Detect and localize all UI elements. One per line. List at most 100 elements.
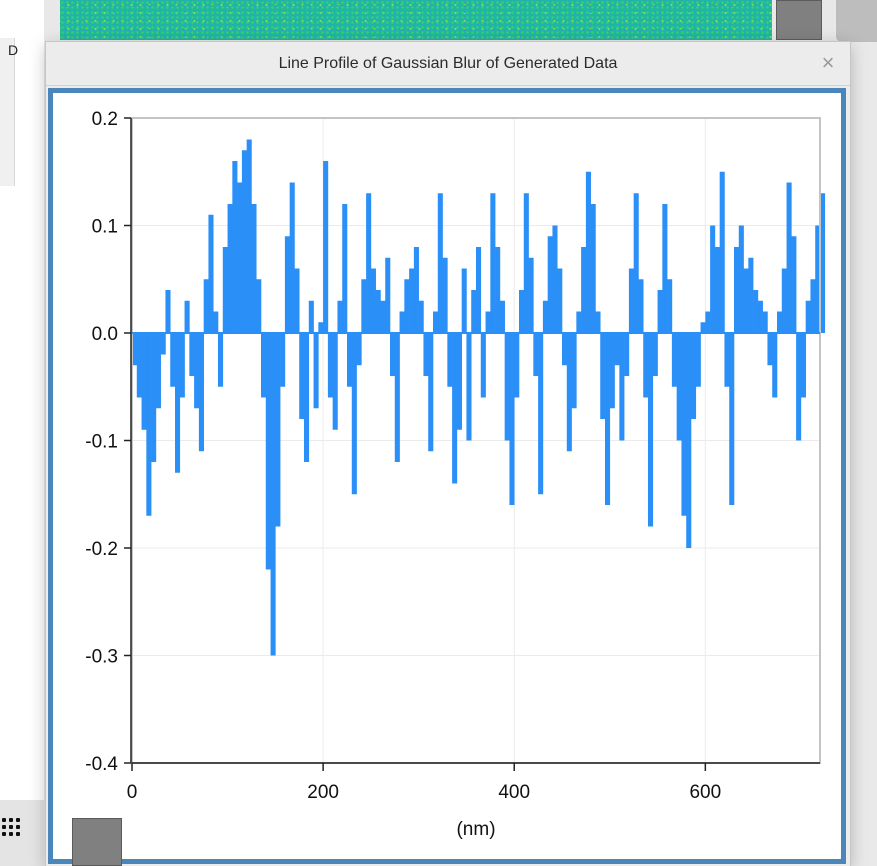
bar <box>676 333 682 441</box>
bar <box>619 333 625 441</box>
x-tick-label: 0 <box>127 782 138 803</box>
bar <box>208 214 214 333</box>
bar <box>413 247 419 333</box>
bar <box>657 290 663 333</box>
bar <box>671 333 677 387</box>
color-swatch-button[interactable] <box>72 818 122 866</box>
y-tick-label: 0.2 <box>92 109 118 130</box>
bar <box>681 333 687 516</box>
plot-frame[interactable]: 0.2 0.1 0.0 -0.1 -0.2 -0.3 -0.4 0 200 400 600 (nm… <box>48 88 846 864</box>
bar <box>327 333 333 398</box>
bar <box>136 333 142 398</box>
bar <box>275 333 281 527</box>
bar <box>409 268 415 333</box>
bar <box>791 236 797 333</box>
line-profile-window[interactable]: Line Profile of Gaussian Blur of Generat… <box>46 42 850 866</box>
bar <box>318 322 324 333</box>
generated-data-image[interactable] <box>60 0 772 40</box>
bar <box>638 279 644 333</box>
bar <box>519 290 525 333</box>
y-tick-label: 0.0 <box>92 324 118 345</box>
y-tick-labels: 0.2 0.1 0.0 -0.1 -0.2 -0.3 -0.4 <box>85 109 131 775</box>
y-tick-label: -0.2 <box>85 539 118 560</box>
bar <box>686 333 692 548</box>
bar <box>385 257 391 333</box>
bar <box>643 333 649 398</box>
bar <box>815 225 821 333</box>
bar <box>347 333 353 387</box>
background-right-control[interactable] <box>836 0 877 42</box>
bar <box>576 311 582 333</box>
bar <box>246 139 252 333</box>
x-tick-label: 600 <box>689 782 721 803</box>
bar <box>509 333 515 505</box>
bar <box>810 279 816 333</box>
bar <box>356 333 362 366</box>
bar <box>724 333 730 387</box>
bar <box>796 333 802 441</box>
bar <box>251 204 257 333</box>
bar <box>609 333 615 409</box>
image-thumbnail[interactable] <box>776 0 822 40</box>
bar <box>485 311 491 333</box>
window-title: Line Profile of Gaussian Blur of Generat… <box>278 55 618 72</box>
bar <box>222 247 228 333</box>
bar-series <box>132 139 826 656</box>
bar <box>700 322 706 333</box>
bar <box>595 311 601 333</box>
bar <box>184 300 190 333</box>
bar <box>203 279 209 333</box>
bar <box>528 257 534 333</box>
bar <box>471 290 477 333</box>
bar <box>261 333 267 398</box>
bar <box>748 257 754 333</box>
background-panel-label: D <box>8 42 19 58</box>
bar <box>198 333 204 452</box>
bar <box>504 333 510 441</box>
x-axis-label: (nm) <box>456 819 495 840</box>
bar <box>652 333 658 376</box>
y-tick-label: 0.1 <box>92 217 118 238</box>
bar <box>332 333 338 430</box>
bar <box>351 333 357 495</box>
bar <box>213 311 219 333</box>
bar <box>284 236 290 333</box>
close-icon[interactable]: × <box>821 50 835 75</box>
bar <box>433 311 439 333</box>
bar <box>557 268 563 333</box>
y-tick-label: -0.1 <box>85 432 118 453</box>
bar <box>547 236 553 333</box>
bar <box>499 300 505 333</box>
bar <box>265 333 271 570</box>
bar <box>313 333 319 409</box>
bar <box>633 193 639 333</box>
bar <box>552 225 558 333</box>
bar <box>380 300 386 333</box>
bar <box>614 333 620 366</box>
bar <box>418 300 424 333</box>
bar <box>734 247 740 333</box>
bar <box>155 333 161 409</box>
bar <box>237 182 243 333</box>
bar <box>729 333 735 505</box>
bar <box>170 333 176 387</box>
bar <box>442 257 448 333</box>
bar <box>241 150 247 333</box>
bar <box>820 193 826 333</box>
bar <box>423 333 429 376</box>
bar <box>705 311 711 333</box>
bar <box>710 225 716 333</box>
bar <box>179 333 185 398</box>
bar <box>800 333 806 398</box>
window-titlebar[interactable]: Line Profile of Gaussian Blur of Generat… <box>46 42 850 86</box>
bar <box>370 268 376 333</box>
grid-handle-icon[interactable] <box>0 816 26 840</box>
bar <box>581 247 587 333</box>
bar <box>533 333 539 376</box>
bar <box>399 311 405 333</box>
bar <box>495 247 501 333</box>
bar <box>394 333 400 462</box>
bar <box>361 279 367 333</box>
bar <box>476 247 482 333</box>
bar <box>719 171 725 333</box>
